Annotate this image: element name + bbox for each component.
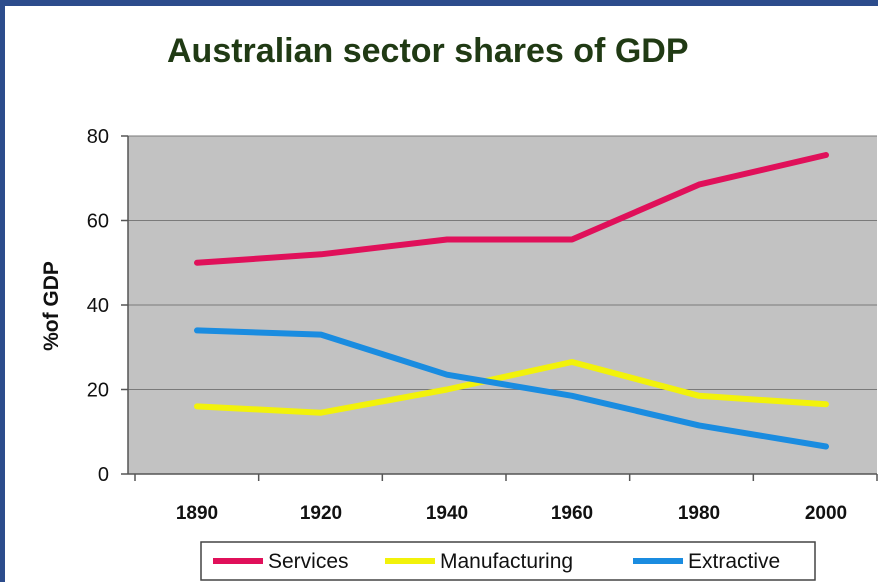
y-tick-label: 40 [87, 295, 109, 317]
legend-box [200, 541, 816, 581]
y-tick-label: 0 [98, 464, 109, 486]
y-tick-label: 20 [87, 380, 109, 402]
series-line-extractive [194, 327, 829, 450]
line-chart: Australian sector shares of GDP 0 20 40 60 8… [40, 32, 878, 581]
x-axis-ticks: 1890 1920 1940 1960 1980 2000 [134, 474, 878, 524]
x-tick-label: 1890 [176, 503, 218, 524]
x-tick-label: 1960 [551, 503, 593, 524]
legend-label: Manufacturing [440, 550, 573, 573]
series-line-manufacturing [194, 359, 829, 416]
x-tick-label: 1920 [300, 503, 342, 524]
gridlines [128, 135, 877, 390]
series-lines [194, 152, 829, 450]
y-tick-label: 80 [87, 126, 109, 148]
legend: Services Manufacturing Extractive [200, 541, 816, 581]
x-tick-label: 2000 [805, 503, 847, 524]
legend-label: Services [268, 550, 349, 573]
x-tick-label: 1940 [426, 503, 468, 524]
y-axis-ticks: 0 20 40 60 80 [87, 126, 128, 486]
y-tick-label: 60 [87, 211, 109, 233]
chart-title: Australian sector shares of GDP [167, 32, 689, 70]
legend-label: Extractive [688, 550, 780, 573]
series-line-services [194, 152, 829, 266]
y-axis-label: %of GDP [40, 261, 63, 351]
x-tick-label: 1980 [678, 503, 720, 524]
